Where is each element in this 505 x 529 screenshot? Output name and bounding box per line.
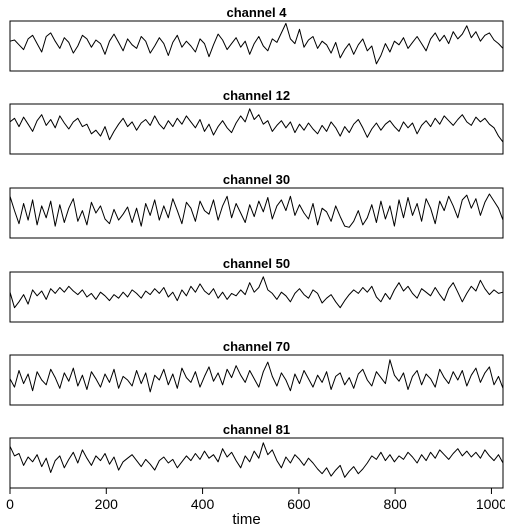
panel-frame bbox=[9, 271, 504, 323]
panel-frame bbox=[9, 187, 504, 239]
x-axis: 0 200 400 600 800 1000 time bbox=[6, 488, 505, 528]
x-tick-label: 1000 bbox=[476, 496, 505, 512]
series-line bbox=[9, 193, 504, 228]
x-tick-label: 600 bbox=[287, 496, 311, 512]
channel-panel: channel 70 bbox=[9, 339, 504, 406]
series-line bbox=[9, 108, 504, 143]
series-line bbox=[9, 359, 504, 393]
x-tick-label: 400 bbox=[191, 496, 215, 512]
channel-panel: channel 81 bbox=[9, 422, 504, 489]
x-tick-label: 0 bbox=[6, 496, 14, 512]
channel-panel: channel 12 bbox=[9, 88, 504, 155]
series-line bbox=[9, 276, 504, 309]
panel-frame bbox=[9, 437, 504, 489]
panel-title: channel 50 bbox=[223, 256, 290, 271]
panel-title: channel 30 bbox=[223, 172, 290, 187]
x-tick-label: 800 bbox=[383, 496, 407, 512]
x-axis-label: time bbox=[232, 511, 260, 528]
panel-frame bbox=[9, 354, 504, 406]
panel-title: channel 12 bbox=[223, 88, 290, 103]
x-tick-label: 200 bbox=[95, 496, 119, 512]
panel-title: channel 4 bbox=[227, 5, 288, 20]
panel-title: channel 70 bbox=[223, 339, 290, 354]
panel-frame bbox=[9, 20, 504, 72]
panel-title: channel 81 bbox=[223, 422, 290, 437]
channel-panel: channel 30 bbox=[9, 172, 504, 239]
channel-panel: channel 4 bbox=[9, 5, 504, 72]
channel-panel: channel 50 bbox=[9, 256, 504, 323]
series-line bbox=[9, 22, 504, 65]
panel-frame bbox=[9, 103, 504, 155]
series-line bbox=[9, 442, 504, 478]
